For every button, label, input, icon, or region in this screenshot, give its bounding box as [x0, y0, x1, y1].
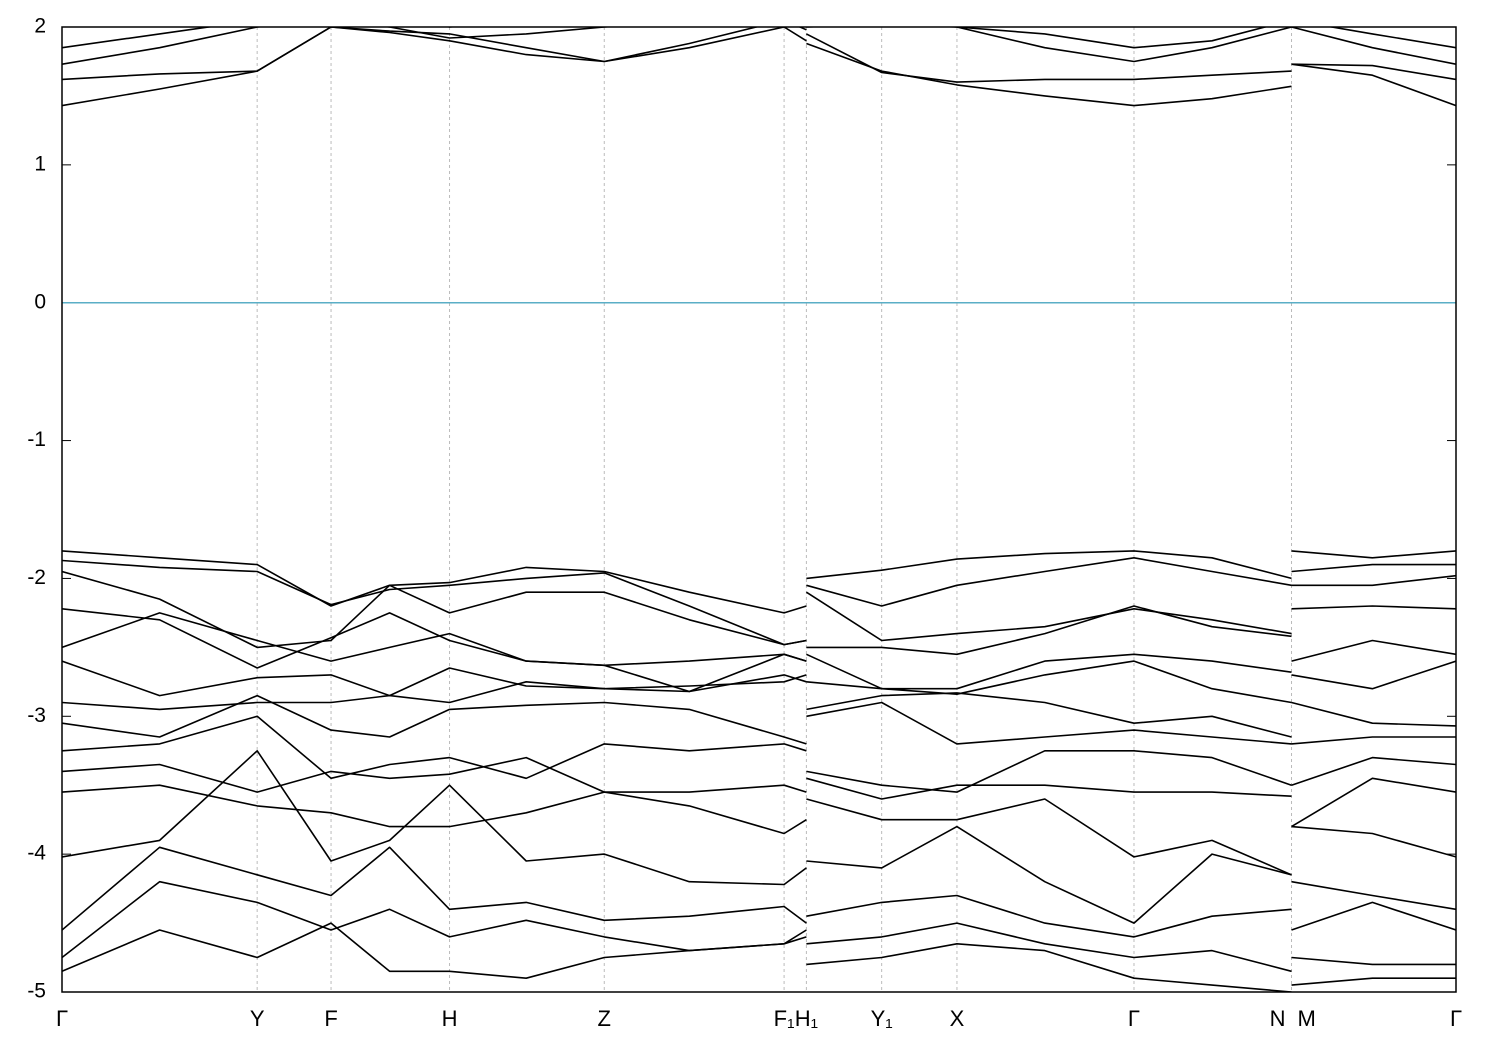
y-tick-label: 1 — [34, 152, 46, 175]
band-line — [62, 27, 1456, 83]
y-tick-label: -3 — [27, 704, 46, 727]
x-tick-label: Y₁ — [871, 1006, 893, 1031]
band-line — [62, 27, 1456, 107]
band-line — [62, 750, 1456, 924]
y-tick-label: -2 — [27, 566, 46, 589]
x-tick-label: H₁ — [795, 1006, 818, 1031]
band-line — [62, 846, 1456, 938]
x-tick-label: F — [324, 1006, 337, 1031]
band-line — [62, 557, 1456, 646]
y-tick-label: -4 — [27, 842, 46, 865]
x-tick-label: F₁ — [774, 1006, 795, 1031]
x-tick-label: M — [1298, 1006, 1316, 1031]
x-tick-label: Γ — [56, 1006, 68, 1031]
band-line — [62, 922, 1456, 992]
y-tick-label: -5 — [27, 980, 46, 1003]
band-line — [62, 674, 1456, 738]
y-tick-label: 0 — [34, 290, 46, 313]
plot-frame — [61, 26, 1457, 993]
x-tick-label: H — [442, 1006, 458, 1031]
band-line — [62, 550, 1456, 614]
band-line — [62, 27, 1456, 49]
band-line — [62, 715, 1456, 793]
x-tick-label: Z — [598, 1006, 611, 1031]
band-line — [62, 27, 1456, 65]
y-tick-label: -1 — [27, 428, 46, 451]
band-line — [62, 660, 1456, 704]
x-tick-label: Γ — [1450, 1006, 1462, 1031]
x-tick-label: Γ — [1128, 1006, 1140, 1031]
band-line — [62, 605, 1456, 669]
x-tick-label: X — [950, 1006, 965, 1031]
band-line — [62, 784, 1456, 876]
band-line — [62, 694, 1456, 745]
x-tick-label: N — [1270, 1006, 1286, 1031]
y-tick-label: 2 — [34, 15, 46, 38]
band-line — [62, 756, 1456, 828]
x-tick-label: Y — [250, 1006, 265, 1031]
plot-area — [62, 27, 1456, 992]
